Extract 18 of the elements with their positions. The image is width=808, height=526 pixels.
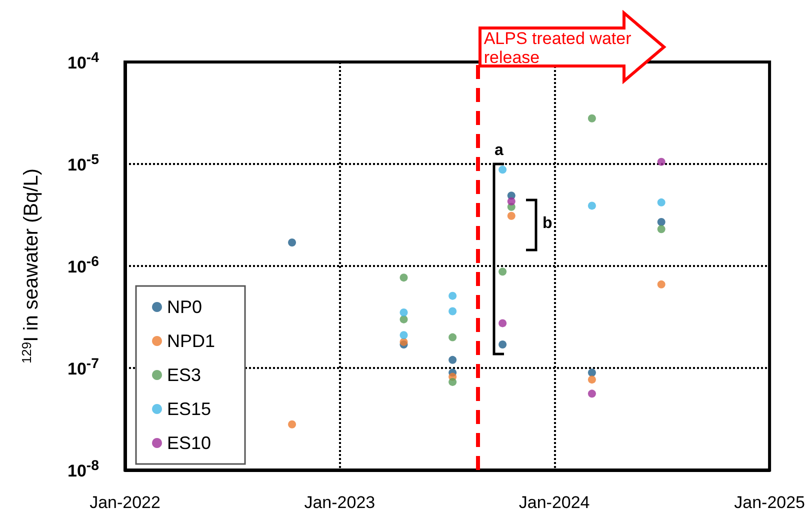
legend-label: NPD1 <box>167 331 216 351</box>
x-tick-label: Jan-2022 <box>90 493 160 512</box>
legend-label: ES10 <box>167 433 212 453</box>
y-tick-label: 10$^{-5}$ <box>67 152 99 176</box>
x-tick-label: Jan-2024 <box>518 493 590 512</box>
x-tick-label: Jan-2025 <box>734 493 805 512</box>
y-axis-title: 129I in seawater (Bq/L) <box>19 168 42 364</box>
ref-line-label: ALPS treated water release <box>484 29 632 67</box>
y-tick-label: 10$^{-6}$ <box>67 254 99 278</box>
legend-label: ES3 <box>167 365 202 385</box>
y-tick-label: 10$^{-8}$ <box>67 458 99 482</box>
y-tick-label: 10$^{-7}$ <box>67 356 99 380</box>
annotation: b <box>542 215 552 233</box>
legend-label: ES15 <box>167 399 212 419</box>
legend-label: NP0 <box>167 297 202 317</box>
annotation: a <box>494 142 504 160</box>
y-tick-label: 10$^{-4}$ <box>67 50 99 74</box>
x-tick-label: Jan-2023 <box>304 493 376 512</box>
